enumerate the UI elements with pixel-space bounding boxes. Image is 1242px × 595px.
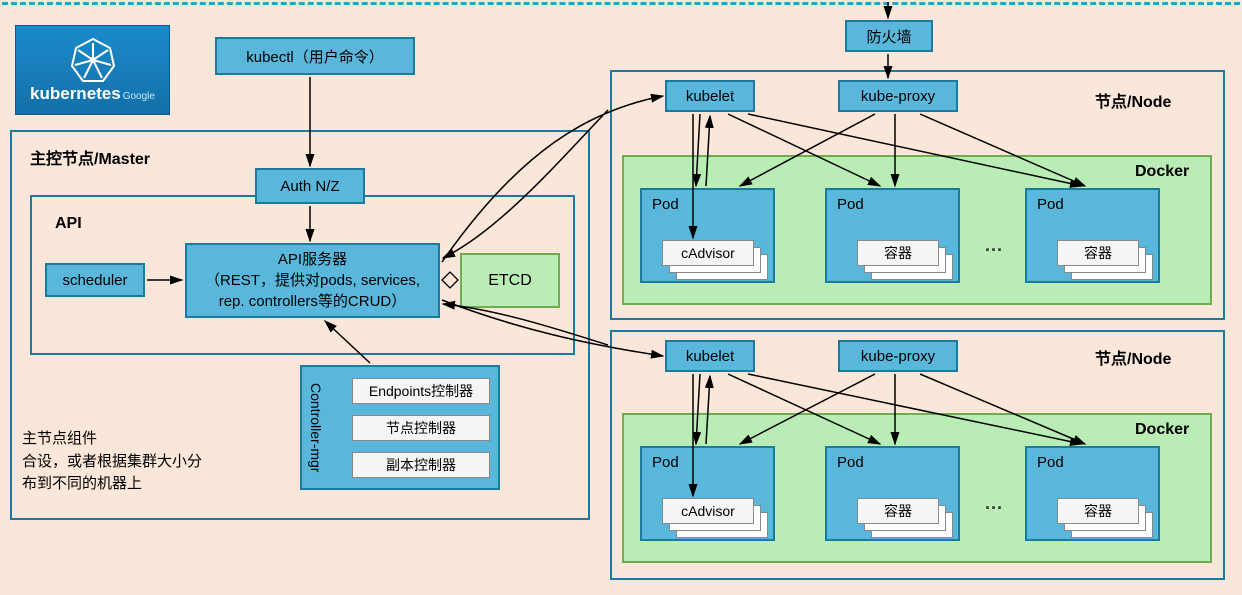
node2-kubelet-box: kubelet (665, 340, 755, 372)
page-dashed-border (2, 2, 1240, 5)
scheduler-label: scheduler (62, 272, 127, 289)
scheduler-box: scheduler (45, 263, 145, 297)
api-server-l2: （REST，提供对pods, services, (205, 270, 420, 291)
api-server-l3: rep. controllers等的CRUD） (219, 291, 407, 312)
replica-ctrl-box: 副本控制器 (352, 452, 490, 478)
note-l2: 合设，或者根据集群大小分 (22, 451, 202, 474)
node1-container2-label: 容器 (1084, 243, 1112, 263)
api-label: API (55, 215, 82, 233)
node2-kubeproxy-box: kube-proxy (838, 340, 958, 372)
kubernetes-logo: kubernetes Google (15, 25, 170, 115)
replica-ctrl-label: 副本控制器 (386, 455, 456, 475)
kubectl-label: kubectl（用户命令） (246, 46, 384, 67)
auth-label: Auth N/Z (280, 178, 339, 195)
node1-container1-label: 容器 (884, 243, 912, 263)
node2-docker-label: Docker (1135, 421, 1189, 439)
master-title: 主控节点/Master (30, 145, 150, 169)
k8s-wheel-icon (69, 36, 117, 84)
node2-ellipsis: ··· (985, 498, 1003, 519)
node2-cadvisor-box: cAdvisor (662, 498, 754, 524)
logo-suffix: Google (123, 91, 155, 102)
node2-kubelet-label: kubelet (686, 348, 734, 365)
node-ctrl-box: 节点控制器 (352, 415, 490, 441)
node1-ellipsis: ··· (985, 240, 1003, 261)
etcd-label: ETCD (488, 272, 532, 290)
node2-pod2-label: Pod (837, 454, 864, 471)
node1-kubelet-label: kubelet (686, 88, 734, 105)
logo-title: kubernetes (30, 84, 121, 104)
node2-pod1-label: Pod (652, 454, 679, 471)
kubectl-box: kubectl（用户命令） (215, 37, 415, 75)
node1-kubelet-box: kubelet (665, 80, 755, 112)
node2-container2-box: 容器 (1057, 498, 1139, 524)
node1-kubeproxy-box: kube-proxy (838, 80, 958, 112)
node2-container1-label: 容器 (884, 501, 912, 521)
node1-pod1-label: Pod (652, 196, 679, 213)
auth-box: Auth N/Z (255, 168, 365, 204)
endpoints-ctrl-label: Endpoints控制器 (369, 381, 473, 401)
node2-title: 节点/Node (1095, 345, 1171, 369)
node1-pod2-label: Pod (837, 196, 864, 213)
node2-cadvisor-label: cAdvisor (681, 503, 735, 519)
etcd-box: ETCD (460, 253, 560, 308)
node1-cadvisor-box: cAdvisor (662, 240, 754, 266)
node2-pod3-label: Pod (1037, 454, 1064, 471)
node1-kubeproxy-label: kube-proxy (861, 88, 935, 105)
node1-container1-box: 容器 (857, 240, 939, 266)
api-server-l1: API服务器 (278, 249, 347, 270)
node1-title: 节点/Node (1095, 88, 1171, 112)
endpoints-ctrl-box: Endpoints控制器 (352, 378, 490, 404)
api-server-box: API服务器 （REST，提供对pods, services, rep. con… (185, 243, 440, 318)
node1-pod3-label: Pod (1037, 196, 1064, 213)
node2-container1-box: 容器 (857, 498, 939, 524)
note-l3: 布到不同的机器上 (22, 473, 202, 496)
firewall-box: 防火墙 (845, 20, 933, 52)
node2-kubeproxy-label: kube-proxy (861, 348, 935, 365)
node-ctrl-label: 节点控制器 (386, 418, 456, 438)
firewall-label: 防火墙 (866, 26, 911, 47)
node1-docker-label: Docker (1135, 163, 1189, 181)
note-l1: 主节点组件 (22, 428, 202, 451)
node1-cadvisor-label: cAdvisor (681, 245, 735, 261)
node1-container2-box: 容器 (1057, 240, 1139, 266)
controller-mgr-label: Controller-mgr (302, 379, 330, 476)
master-note: 主节点组件 合设，或者根据集群大小分 布到不同的机器上 (22, 428, 202, 496)
node2-container2-label: 容器 (1084, 501, 1112, 521)
